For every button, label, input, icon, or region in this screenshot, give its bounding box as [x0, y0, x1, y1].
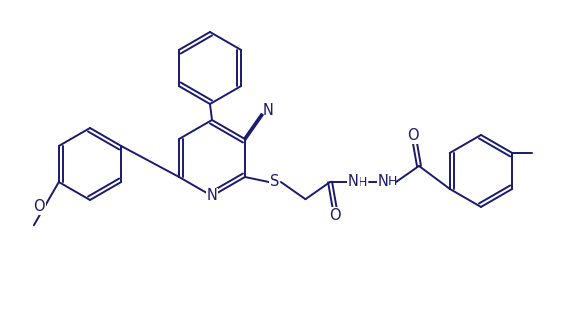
Text: N: N: [378, 175, 389, 189]
Text: O: O: [33, 199, 45, 214]
Text: O: O: [407, 128, 418, 143]
Text: H: H: [387, 175, 397, 188]
Text: S: S: [270, 175, 280, 189]
Text: N: N: [348, 175, 359, 189]
Text: N: N: [206, 188, 217, 203]
Text: O: O: [329, 208, 341, 223]
Text: H: H: [357, 175, 367, 188]
Text: N: N: [263, 103, 273, 118]
